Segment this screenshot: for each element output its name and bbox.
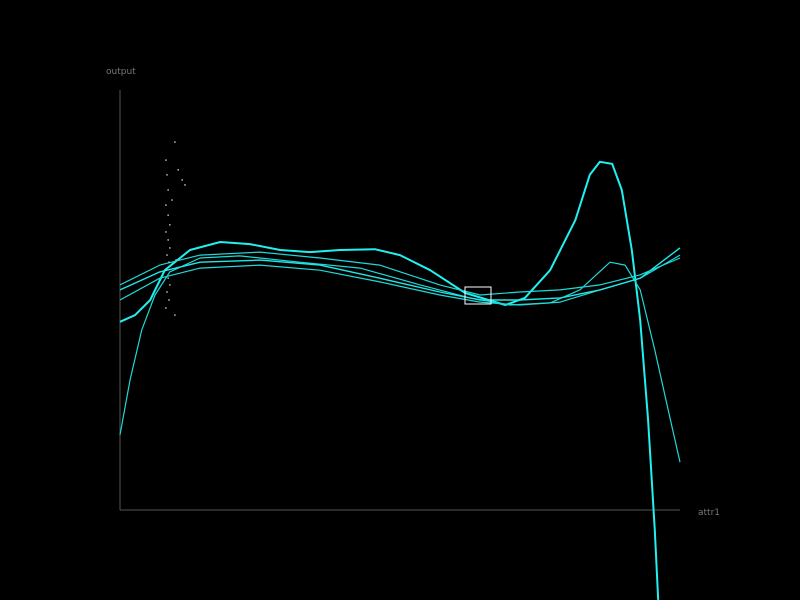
scatter-point [165, 269, 167, 271]
scatter-point [167, 189, 169, 191]
curve [119, 255, 681, 463]
scatter-point [177, 169, 179, 171]
scatter-point [184, 184, 186, 186]
scatter-point [167, 214, 169, 216]
scatter-point [165, 307, 167, 309]
scatter-point [166, 291, 168, 293]
scatter-point [169, 247, 171, 249]
curve [119, 251, 681, 296]
scatter-point [166, 174, 168, 176]
scatter-point [175, 259, 177, 261]
scatter-point [181, 179, 183, 181]
scatter-point [165, 159, 167, 161]
scatter-point [174, 314, 176, 316]
scatter-point [174, 141, 176, 143]
scatter-point [167, 239, 169, 241]
curve [119, 247, 681, 301]
scatter-point [171, 199, 173, 201]
scatter-point [168, 299, 170, 301]
y-axis-label: output [106, 67, 136, 77]
x-axis-label: attr1 [698, 508, 720, 518]
scatter-point [168, 261, 170, 263]
scatter-point [165, 231, 167, 233]
scatter-point [169, 284, 171, 286]
scatter-point [167, 277, 169, 279]
scatter-point [169, 224, 171, 226]
selection-box[interactable] [464, 286, 492, 305]
scatter-point [165, 204, 167, 206]
scatter-point [166, 254, 168, 256]
